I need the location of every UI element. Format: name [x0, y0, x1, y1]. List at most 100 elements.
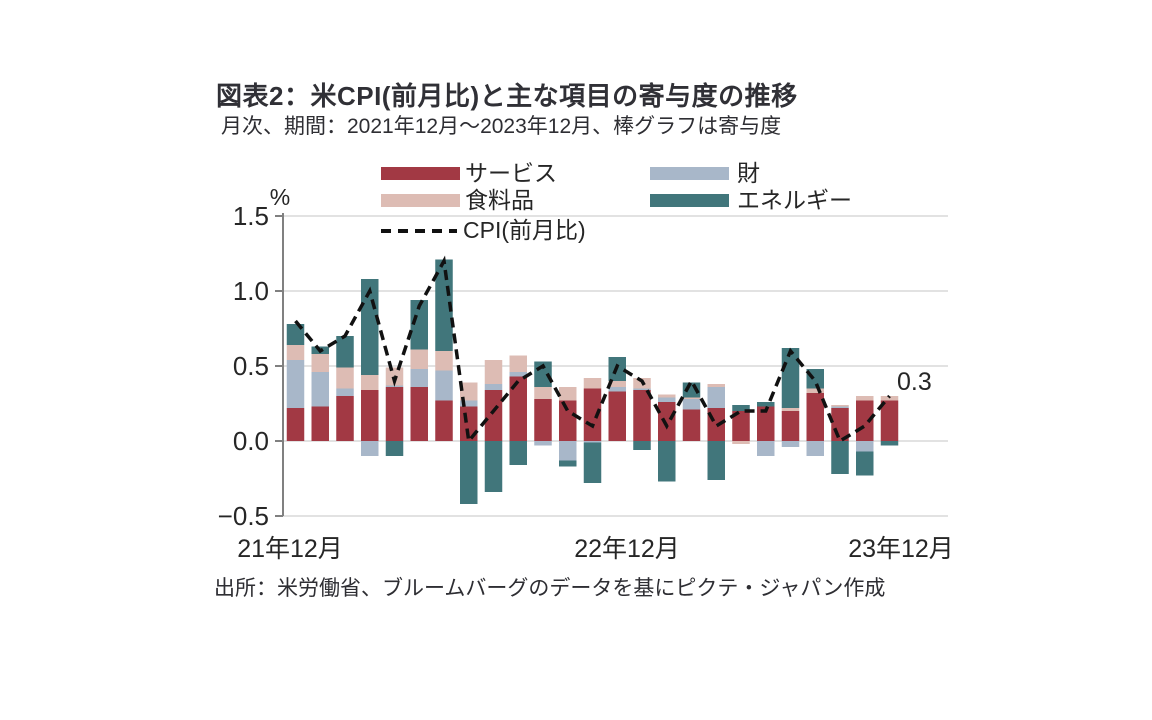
bar-goods-2022-12: [583, 441, 602, 443]
bar-food-2022-06: [435, 351, 453, 371]
bar-goods-2022-07: [460, 400, 478, 407]
y-tick-label-0.5: 0.5: [233, 351, 269, 381]
bar-services-2023-01: [608, 391, 626, 441]
legend-swatch-food: [381, 194, 460, 207]
bar-energy-2023-06: [732, 405, 750, 411]
bar-services-2023-07: [757, 406, 775, 441]
legend-dash-cpi-line: [381, 229, 457, 233]
bar-goods-2023-10: [831, 406, 849, 408]
bar-goods-2023-02: [633, 388, 651, 390]
bar-goods-2022-11: [559, 441, 577, 461]
bar-energy-2023-05: [707, 441, 725, 480]
bar-services-2023-06: [732, 411, 750, 441]
bar-energy-2022-11: [559, 460, 577, 467]
bar-services-2022-09: [509, 376, 527, 441]
bar-services-2022-08: [484, 390, 503, 441]
legend-swatch-goods: [650, 167, 729, 180]
bar-goods-2023-07: [757, 441, 775, 456]
bar-goods-2023-01: [608, 387, 626, 392]
figure-title: 図表2：米CPI(前月比)と主な項目の寄与度の推移: [216, 81, 798, 111]
bar-food-2022-07: [460, 382, 478, 401]
bar-food-2022-02: [336, 367, 354, 389]
bar-services-2022-02: [336, 396, 354, 441]
bar-energy-2023-12: [880, 441, 899, 446]
bar-services-2023-11: [856, 400, 874, 441]
bar-food-2022-05: [410, 349, 428, 369]
bar-energy-2022-04: [385, 441, 404, 456]
bar-food-2023-06: [732, 441, 750, 444]
bar-services-2022-03: [361, 390, 379, 441]
bar-food-2022-11: [559, 387, 577, 401]
bar-services-2022-04: [385, 387, 404, 441]
legend-label-goods: 財: [737, 160, 760, 186]
bar-food-2023-05: [707, 384, 725, 387]
bar-energy-2023-02: [633, 441, 651, 450]
bar-goods-2023-03: [658, 397, 676, 402]
bar-energy-2022-05: [410, 300, 428, 350]
bar-goods-2022-10: [534, 441, 552, 446]
legend-label-cpi-line: CPI(前月比): [463, 217, 586, 243]
bar-energy-2021-12: [286, 324, 305, 345]
bar-energy-2022-09: [509, 441, 527, 465]
bar-services-2023-08: [781, 411, 800, 441]
x-tick-label-21年12月: 21年12月: [237, 535, 343, 563]
bar-services-2022-12: [583, 388, 602, 441]
bar-food-2023-03: [658, 394, 676, 398]
bar-goods-2022-06: [435, 370, 453, 401]
bar-energy-2023-03: [658, 441, 676, 482]
bar-energy-2022-02: [336, 336, 354, 368]
bar-food-2022-03: [361, 375, 379, 390]
legend-swatch-services: [381, 167, 460, 180]
legend-label-services: サービス: [465, 160, 557, 186]
bar-food-2023-12: [880, 396, 899, 401]
bar-food-2022-01: [311, 354, 329, 372]
bar-food-2022-08: [484, 360, 503, 384]
bar-services-2023-04: [682, 409, 701, 441]
legend-label-energy: エネルギー: [737, 187, 852, 213]
bar-services-2021-12: [286, 408, 305, 441]
y-tick-label-1.5: 1.5: [233, 201, 269, 231]
bar-goods-2021-12: [286, 360, 305, 408]
bar-services-2022-11: [559, 400, 577, 441]
cpi-line: [294, 255, 891, 446]
legend-swatch-energy: [650, 194, 729, 207]
bar-services-2022-05: [410, 387, 428, 441]
bar-goods-2023-08: [781, 441, 800, 447]
bar-food-2023-09: [806, 388, 824, 393]
last-value-annotation: 0.3: [897, 368, 932, 396]
bar-energy-2023-11: [856, 451, 874, 476]
legend-label-food: 食料品: [465, 187, 534, 213]
bar-goods-2023-09: [806, 441, 824, 456]
figure-subtitle: 月次、期間：2021年12月～2023年12月、棒グラフは寄与度: [221, 115, 782, 138]
bar-services-2023-12: [880, 400, 899, 441]
bar-goods-2023-04: [682, 399, 701, 410]
bar-food-2022-09: [509, 355, 527, 372]
x-tick-label-23年12月: 23年12月: [848, 535, 954, 563]
y-tick-label-0.0: 0.0: [233, 426, 269, 456]
bar-energy-2023-08: [781, 348, 800, 408]
bar-goods-2022-08: [484, 384, 503, 390]
bar-goods-2023-11: [856, 441, 874, 452]
y-tick-label-−0.5: −0.5: [218, 501, 269, 531]
bar-food-2023-04: [682, 397, 701, 399]
bar-services-2022-10: [534, 399, 552, 441]
bar-goods-2022-01: [311, 372, 329, 407]
bar-food-2022-10: [534, 387, 552, 399]
bar-goods-2022-02: [336, 388, 354, 396]
bar-energy-2023-07: [757, 402, 775, 407]
y-tick-label-1.0: 1.0: [233, 276, 269, 306]
bar-energy-2022-07: [460, 441, 478, 504]
bar-energy-2022-08: [484, 441, 503, 492]
bar-energy-2023-10: [831, 441, 849, 474]
bar-services-2022-06: [435, 400, 453, 441]
bar-goods-2022-09: [509, 372, 527, 377]
source-note: 出所：米労働省、ブルームバーグのデータを基にピクテ・ジャパン作成: [214, 577, 886, 600]
bar-energy-2022-12: [583, 442, 602, 483]
bar-services-2022-01: [311, 406, 329, 441]
y-axis-unit-label: %: [270, 184, 290, 210]
bar-services-2023-03: [658, 402, 676, 441]
bar-energy-2022-06: [435, 259, 453, 351]
bar-food-2022-12: [583, 378, 602, 389]
bar-food-2021-12: [286, 345, 305, 360]
